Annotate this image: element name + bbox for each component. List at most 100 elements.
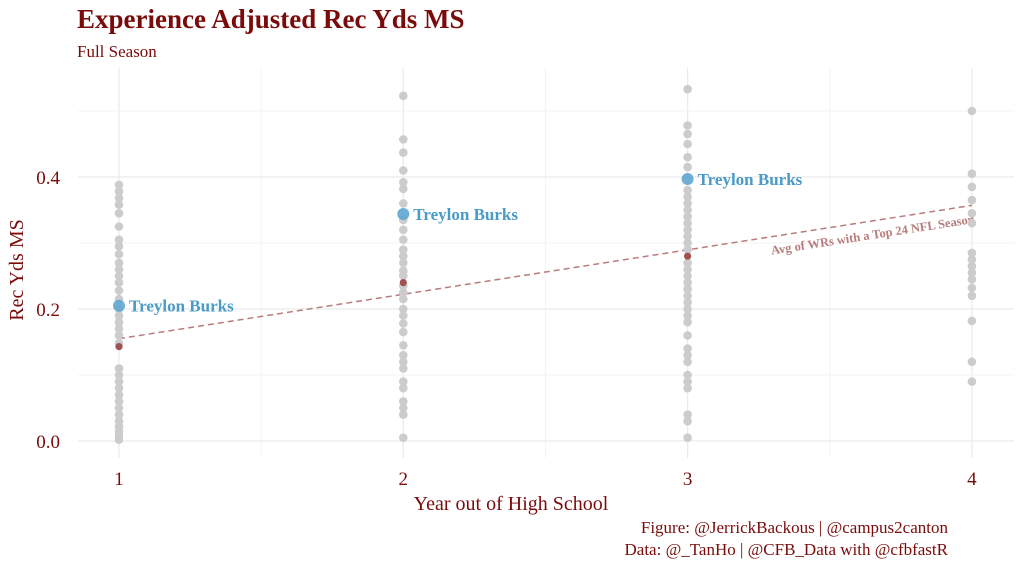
- grid-lines: [78, 68, 1014, 458]
- player-point: [399, 288, 408, 297]
- player-point: [114, 311, 124, 320]
- player-point: [683, 433, 692, 443]
- player-point: [683, 416, 692, 426]
- player-point: [399, 319, 408, 328]
- y-tick-label: 0.0: [36, 432, 60, 453]
- chart-subtitle: Full Season: [77, 42, 157, 61]
- player-point: [967, 169, 977, 178]
- player-point: [114, 222, 124, 231]
- player-point: [683, 298, 692, 307]
- year-average-point: [684, 252, 692, 260]
- player-point: [399, 410, 408, 419]
- player-point: [114, 383, 124, 393]
- highlight-point: [681, 172, 694, 185]
- player-point: [683, 311, 692, 320]
- point-labels: Treylon Burks Treylon Burks Treylon Burks: [129, 170, 803, 316]
- player-point: [399, 357, 408, 367]
- year-average-point: [399, 279, 407, 287]
- player-point: [114, 403, 124, 413]
- player-point: [683, 212, 692, 221]
- player-point: [399, 403, 408, 413]
- player-point: [114, 377, 124, 386]
- player-point: [683, 245, 692, 254]
- player-point: [967, 195, 977, 205]
- player-point: [114, 200, 124, 210]
- player-point: [683, 304, 692, 314]
- player-point: [683, 199, 692, 208]
- y-tick-label: 0.2: [36, 300, 60, 321]
- chart-title: Experience Adjusted Rec Yds MS: [77, 4, 465, 34]
- player-point: [399, 184, 408, 194]
- player-point: [683, 225, 692, 235]
- caption-line-figure: Figure: @JerrickBackous | @campus2canton: [640, 518, 948, 537]
- player-point: [114, 331, 124, 340]
- player-point: [967, 261, 977, 271]
- player-point: [683, 185, 692, 195]
- player-point: [683, 129, 692, 139]
- y-tick-label: 0.4: [36, 168, 60, 189]
- player-point: [114, 271, 124, 281]
- player-point: [683, 139, 692, 149]
- player-point: [114, 324, 124, 334]
- player-point: [114, 317, 124, 327]
- highlight-point: [397, 207, 410, 220]
- x-axis-title: Year out of High School: [414, 493, 609, 515]
- player-point: [114, 249, 124, 259]
- player-point: [114, 258, 124, 268]
- x-tick-label: 4: [967, 469, 977, 490]
- player-point: [114, 390, 124, 400]
- player-point: [114, 397, 124, 406]
- player-point: [399, 258, 408, 268]
- highlight-point: [113, 299, 125, 312]
- player-point: [114, 286, 124, 295]
- x-tick-label: 3: [683, 469, 693, 490]
- player-point: [399, 350, 408, 360]
- player-point: [114, 209, 124, 218]
- player-point: [114, 265, 124, 274]
- player-point: [399, 294, 408, 304]
- player-point: [114, 193, 124, 203]
- player-point: [114, 435, 124, 444]
- player-point: [683, 357, 692, 367]
- player-point: [683, 84, 692, 94]
- player-point: [399, 397, 408, 406]
- player-point: [114, 235, 124, 244]
- player-point: [399, 327, 408, 337]
- player-point: [114, 242, 124, 251]
- player-point: [683, 410, 692, 419]
- player-point: [683, 205, 692, 215]
- player-point: [967, 218, 977, 228]
- player-point: [683, 331, 692, 340]
- player-point: [399, 433, 408, 443]
- player-point: [114, 364, 124, 373]
- player-point: [399, 177, 408, 187]
- player-point: [683, 192, 692, 202]
- player-point: [683, 383, 692, 393]
- player-point: [399, 311, 408, 320]
- highlight-label: Treylon Burks: [698, 170, 803, 189]
- caption-line-data: Data: @_TanHo | @CFB_Data with @cfbfastR: [624, 540, 949, 559]
- player-point: [967, 248, 977, 258]
- year-average-point: [115, 343, 123, 351]
- player-point: [114, 370, 124, 380]
- player-point: [683, 265, 692, 274]
- chart-caption: Figure: @JerrickBackous | @campus2canton…: [625, 517, 949, 561]
- player-point: [399, 91, 408, 101]
- player-point: [399, 135, 408, 144]
- reference-line-group: Avg of WRs with a Top 24 NFL Season: [118, 204, 976, 340]
- player-point: [114, 278, 124, 287]
- player-point: [967, 316, 977, 326]
- player-point: [967, 291, 977, 301]
- player-point: [683, 238, 692, 248]
- x-tick-label: 1: [114, 469, 124, 490]
- player-point: [967, 182, 977, 192]
- player-point: [399, 304, 408, 314]
- player-point: [399, 199, 408, 208]
- player-point: [683, 278, 692, 287]
- player-point: [399, 271, 408, 281]
- player-point: [399, 251, 408, 261]
- player-point: [683, 317, 692, 327]
- highlight-label: Treylon Burks: [129, 297, 234, 316]
- player-point: [114, 187, 124, 196]
- player-point: [683, 162, 692, 172]
